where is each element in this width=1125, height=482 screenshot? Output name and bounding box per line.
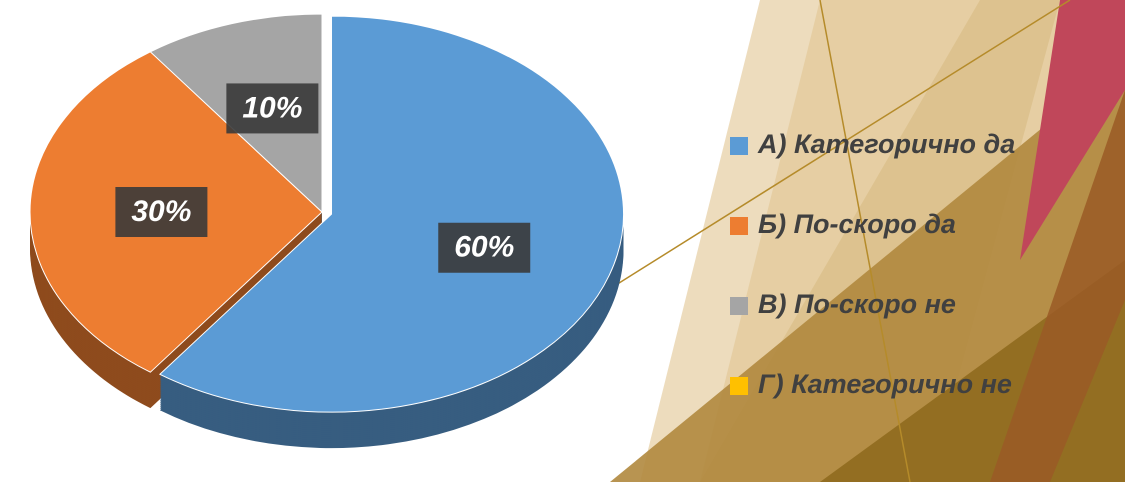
legend-swatch	[730, 137, 748, 155]
legend-label: Г) Категорично не	[758, 369, 1012, 399]
legend-swatch	[730, 377, 748, 395]
background-decoration	[599, 0, 1125, 482]
data-label-box	[115, 187, 208, 237]
data-label-box	[226, 83, 319, 134]
legend-swatch	[730, 297, 748, 315]
slice	[159, 15, 624, 413]
legend-swatch	[730, 217, 748, 235]
pie: 60% 30% 10%	[29, 13, 624, 449]
data-label: 30%	[131, 195, 191, 228]
legend-label: Б) По-скоро да	[758, 209, 956, 239]
legend-label: А) Категорично да	[757, 129, 1015, 159]
data-label: 10%	[242, 91, 302, 124]
data-label: 60%	[454, 231, 514, 264]
legend-label: В) По-скоро не	[758, 289, 956, 319]
data-label-box	[438, 222, 531, 273]
legend: А) Категорично да Б) По-скоро да В) По-ско…	[730, 129, 1015, 399]
